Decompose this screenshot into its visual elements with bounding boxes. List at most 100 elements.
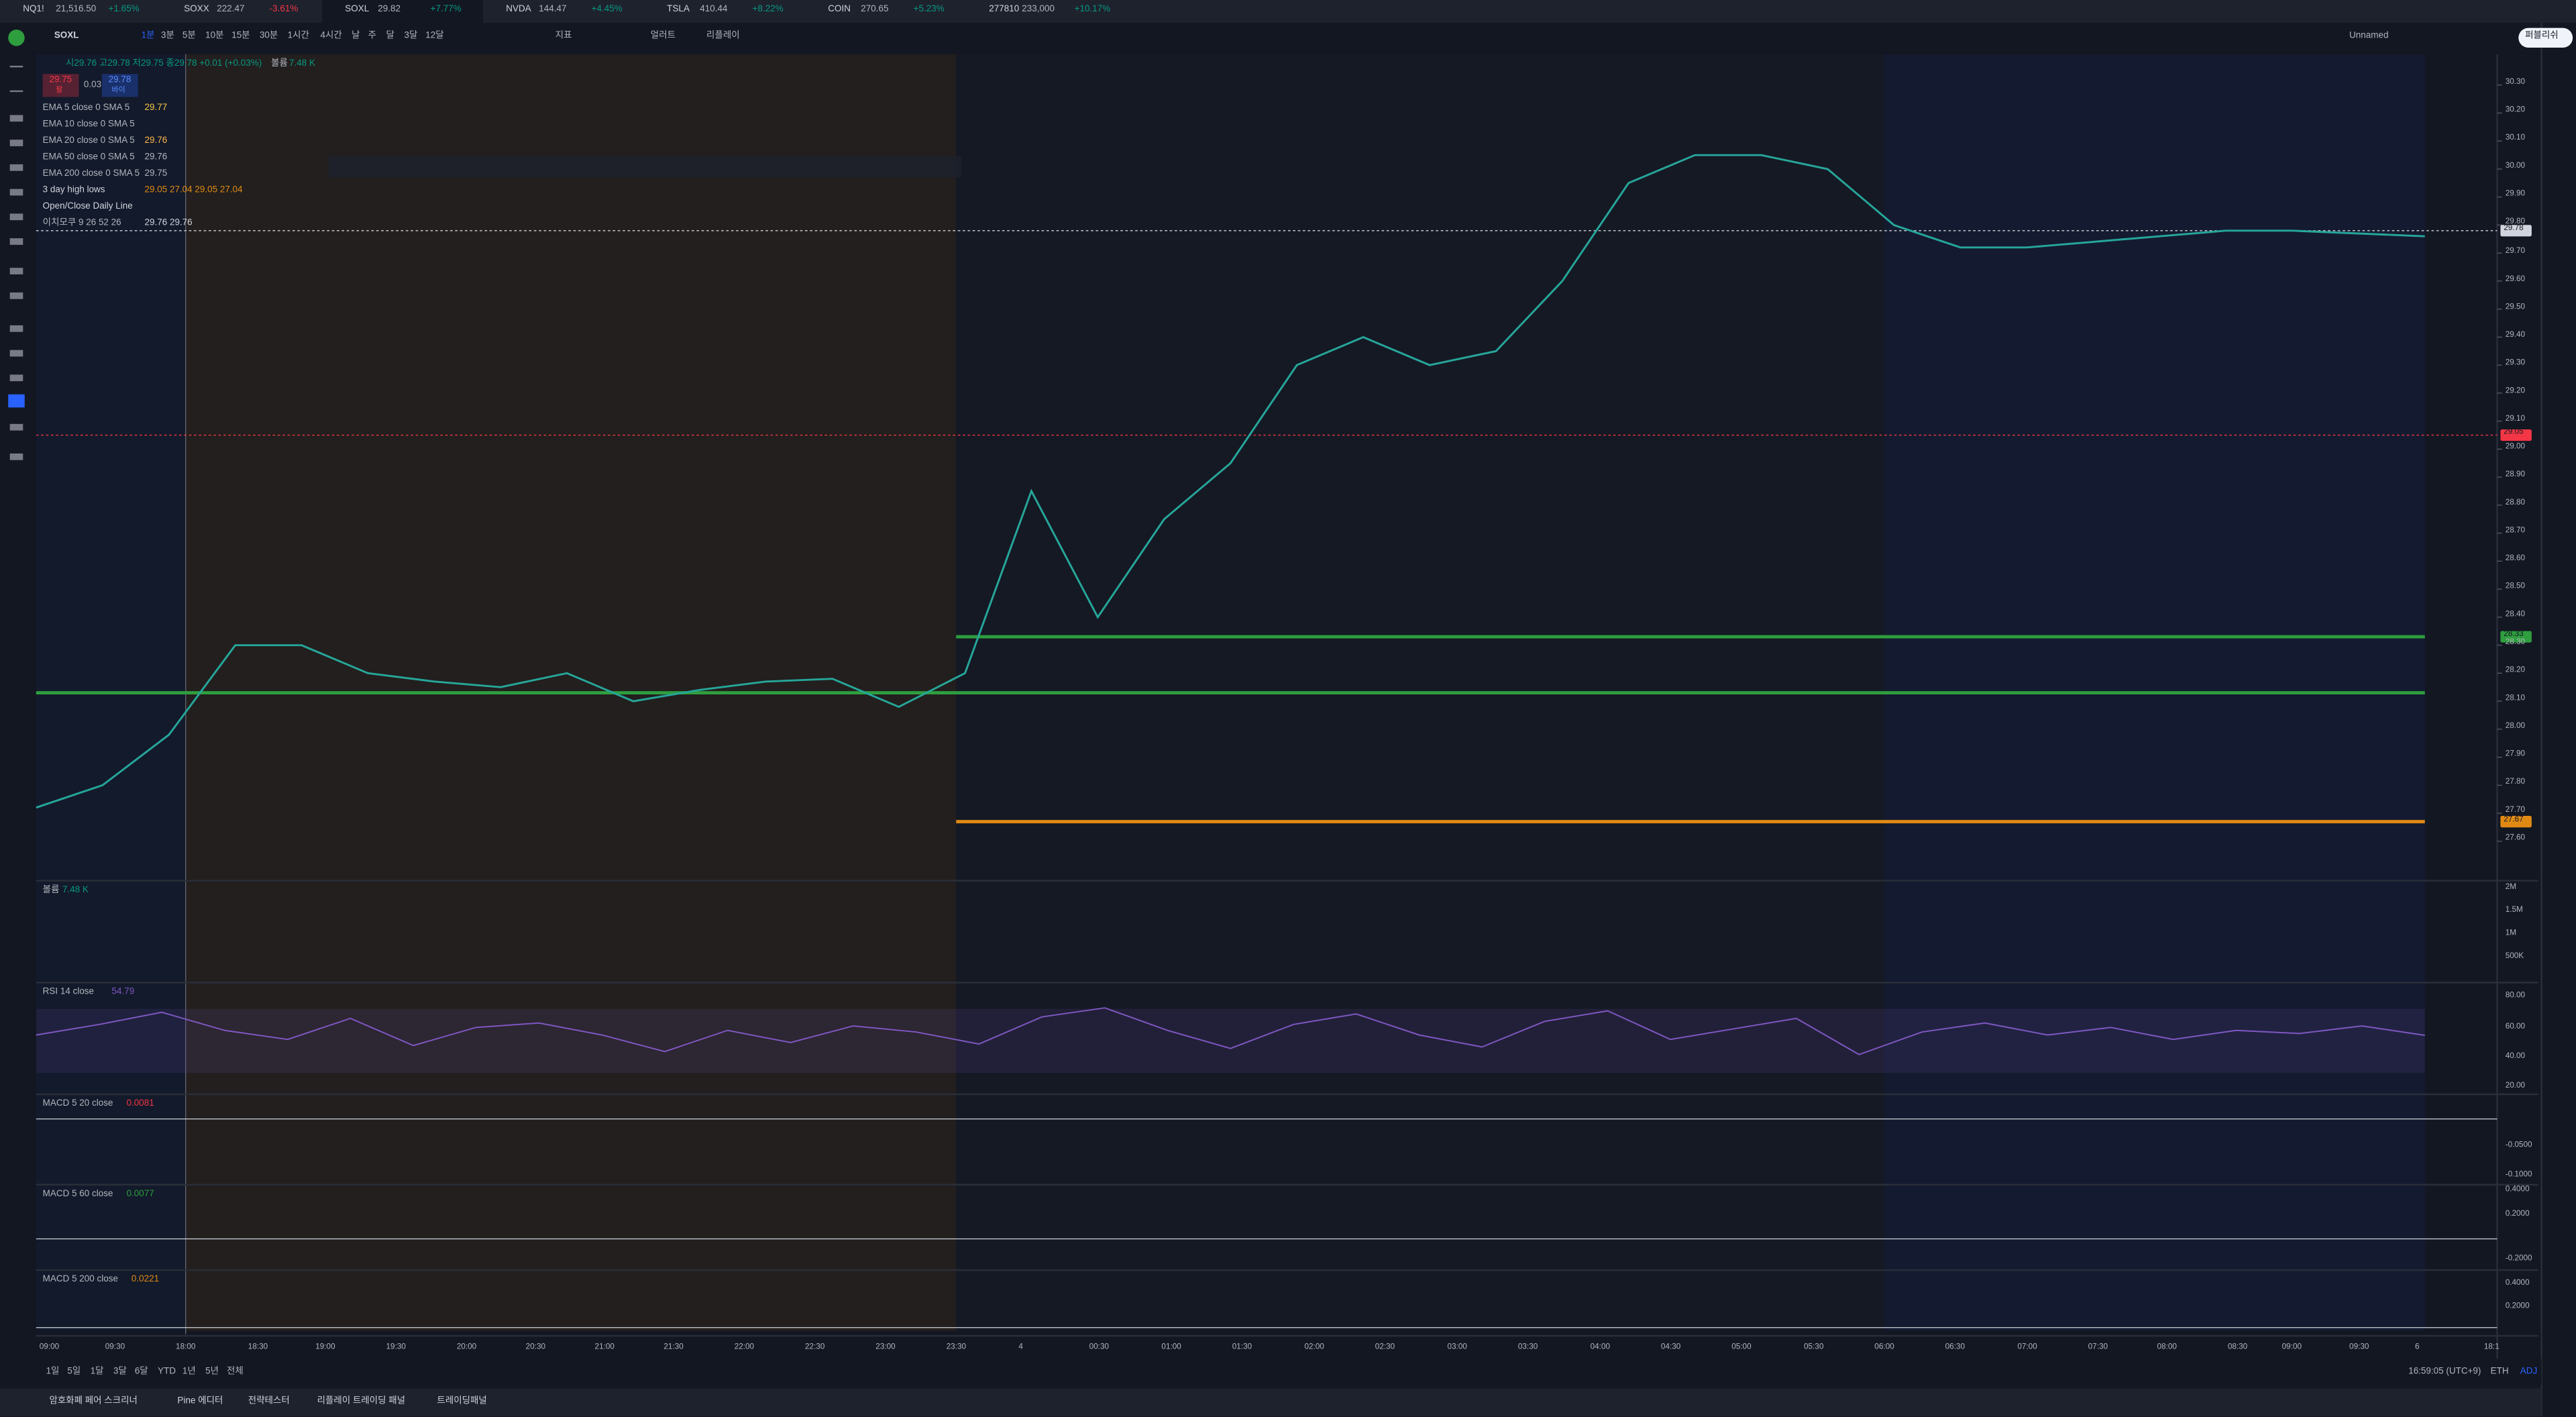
tab-symbol[interactable]: SOXL (345, 5, 370, 15)
pane-axis-label: -0.1000 (2505, 1170, 2532, 1179)
bottom-tab[interactable]: 전략테스터 (248, 1396, 290, 1407)
time-axis-label: 05:00 (1731, 1344, 1752, 1353)
layout-name[interactable]: Unnamed (2349, 31, 2389, 42)
volume-value: 7.48 K (289, 59, 315, 69)
publish-label[interactable]: 퍼블리쉬 (2525, 31, 2559, 42)
pane-separators (36, 23, 2542, 1417)
tab-price[interactable]: 222.47 (217, 5, 245, 15)
study-name: EMA 50 close 0 SMA 5 (42, 152, 135, 163)
symbol[interactable]: SOXL (54, 31, 79, 42)
level-label: 27.67 (2504, 816, 2524, 825)
interval[interactable]: 5분 (182, 31, 196, 42)
tab-price[interactable]: 233,000 (1022, 5, 1055, 15)
adj[interactable]: ADJ (2520, 1367, 2538, 1377)
tab-price[interactable]: 21,516.50 (56, 5, 97, 15)
range-button[interactable]: 1년 (182, 1367, 196, 1377)
publish-button[interactable] (2518, 28, 2573, 48)
pane-axis-label: -0.0500 (2505, 1141, 2532, 1150)
time-axis-label: 22:00 (734, 1344, 755, 1353)
bottom-tab[interactable]: 트레이딩패널 (437, 1396, 487, 1407)
interval[interactable]: 30분 (259, 31, 278, 42)
time-axis-label: 19:00 (315, 1344, 335, 1353)
ohlc: 시29.76 고29.78 저29.75 종29.78 +0.01 (+0.03… (65, 59, 262, 69)
pane-axis-label: 60.00 (2505, 1022, 2526, 1031)
tab-price[interactable]: 29.82 (378, 5, 400, 15)
tab-change[interactable]: +5.23% (913, 5, 945, 15)
interval[interactable]: 1시간 (287, 31, 309, 42)
replay-button[interactable]: 리플레이 (706, 31, 740, 42)
indicators-button[interactable]: 지표 (555, 31, 572, 42)
tab-change[interactable]: +4.45% (591, 5, 623, 15)
pane-value: 7.48 K (62, 886, 89, 896)
tool-icons (9, 65, 23, 460)
range-button[interactable]: YTD (158, 1367, 176, 1377)
tab-symbol[interactable]: NVDA (506, 5, 531, 15)
pane-title: RSI 14 close (42, 987, 95, 998)
interval[interactable]: 4시간 (320, 31, 342, 42)
price-axis-label: 28.10 (2505, 695, 2526, 704)
range-button[interactable]: 1일 (46, 1367, 60, 1377)
avatar[interactable] (8, 30, 25, 46)
tab-price[interactable]: 270.65 (861, 5, 889, 15)
interval[interactable]: 12달 (425, 31, 444, 42)
tab-symbol[interactable]: TSLA (667, 5, 690, 15)
tab-symbol[interactable]: NQ1! (23, 5, 44, 15)
pane-axis-label: 0.4000 (2505, 1185, 2530, 1194)
pane-value: 54.79 (111, 987, 135, 998)
interval[interactable]: 달 (386, 31, 394, 42)
tab-change[interactable]: +1.65% (108, 5, 140, 15)
bottom-tab[interactable]: 리플레이 트레이딩 패널 (317, 1396, 406, 1407)
range-button[interactable]: 5일 (67, 1367, 81, 1377)
pane-value: 0.0077 (126, 1190, 154, 1200)
bottom-tab[interactable]: 암호화폐 페어 스크리너 (49, 1396, 138, 1407)
time-axis-label: 23:30 (946, 1344, 967, 1353)
tab-change[interactable]: +10.17% (1074, 5, 1111, 15)
interval[interactable]: 날 (352, 31, 360, 42)
time-axis-label: 18:00 (176, 1344, 196, 1353)
tab-price[interactable]: 410.44 (700, 5, 728, 15)
range-button[interactable]: 5년 (205, 1367, 219, 1377)
tab-symbol[interactable]: 277810 (989, 5, 1020, 15)
range-button[interactable]: 1달 (90, 1367, 104, 1377)
tab-change[interactable]: -3.61% (269, 5, 299, 15)
price-axis-label: 29.60 (2505, 275, 2526, 284)
interval[interactable]: 주 (368, 31, 376, 42)
price-axis-label: 28.20 (2505, 667, 2526, 676)
study-value: 29.76 29.76 (144, 218, 193, 229)
price-line (36, 154, 2425, 809)
time-axis-label: 20:00 (456, 1344, 477, 1353)
price-axis-label: 29.90 (2505, 191, 2526, 200)
tab-change[interactable]: +7.77% (430, 5, 462, 15)
time-axis-label: 02:00 (1304, 1344, 1324, 1353)
pane-axis-label: 0.2000 (2505, 1210, 2530, 1218)
pane-title: MACD 5 200 close (42, 1275, 118, 1285)
time-axis-label: 09:00 (39, 1344, 60, 1353)
time-axis-label: 08:30 (2227, 1344, 2248, 1353)
interval[interactable]: 1분 (141, 31, 155, 42)
range-button[interactable]: 6달 (134, 1367, 148, 1377)
time-axis-label: 01:00 (1161, 1344, 1181, 1353)
active-tool[interactable] (8, 394, 25, 408)
interval[interactable]: 3분 (161, 31, 174, 42)
session[interactable]: ETH (2490, 1367, 2509, 1377)
tab-symbol[interactable]: COIN (828, 5, 851, 15)
range-button[interactable]: 전체 (226, 1367, 244, 1377)
tab-price[interactable]: 144.47 (539, 5, 567, 15)
interval[interactable]: 10분 (205, 31, 224, 42)
toolbar (0, 23, 2576, 53)
time-axis-label: 07:00 (2017, 1344, 2037, 1353)
alert-button[interactable]: 얼러트 (650, 31, 676, 42)
tab-symbol[interactable]: SOXX (184, 5, 209, 15)
pane-axis-label: 1M (2505, 929, 2517, 938)
time-axis-label: 05:30 (1803, 1344, 1824, 1353)
bottom-tab[interactable]: Pine 에디터 (177, 1396, 223, 1407)
range-bar (0, 1359, 2542, 1385)
active-tab (322, 0, 484, 23)
sell-label: 팔 (56, 85, 63, 94)
interval[interactable]: 15분 (231, 31, 250, 42)
range-button[interactable]: 3달 (113, 1367, 127, 1377)
tab-change[interactable]: +8.22% (752, 5, 784, 15)
interval[interactable]: 3달 (404, 31, 418, 42)
